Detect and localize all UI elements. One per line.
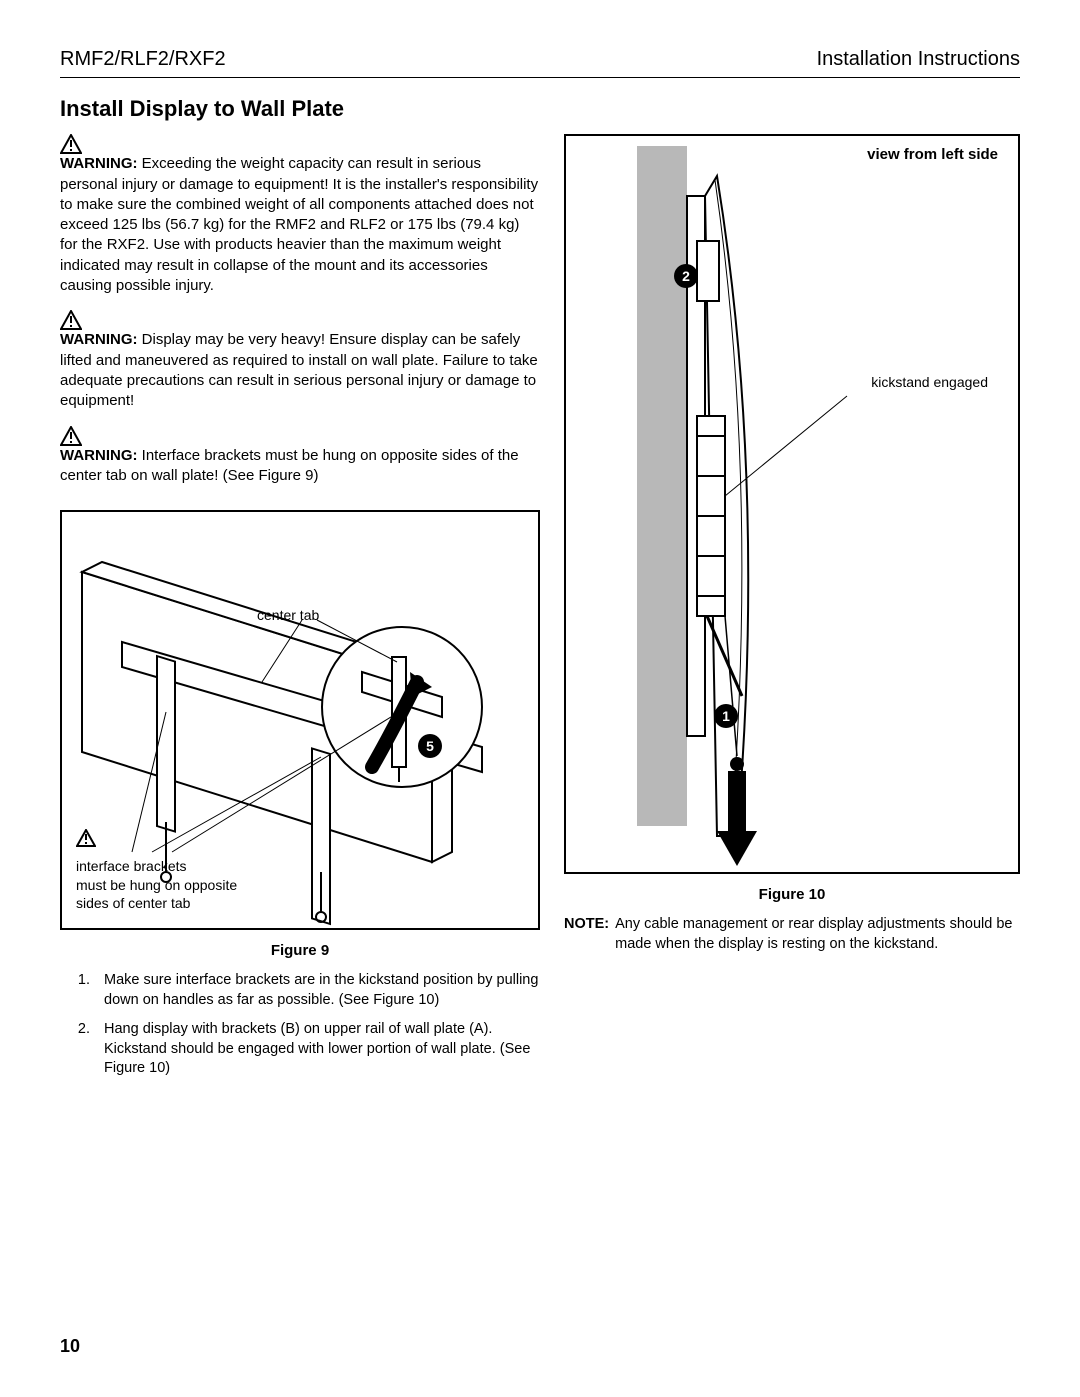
header-model: RMF2/RLF2/RXF2 [60, 48, 226, 71]
figure-9: center tab interface brackets must be hu… [60, 510, 540, 930]
kickstand-label: kickstand engaged [871, 374, 988, 390]
header-doc-type: Installation Instructions [817, 48, 1020, 71]
warning-icon-small [76, 829, 96, 852]
note-label: NOTE: [564, 915, 609, 954]
figure-9-caption: Figure 9 [60, 942, 540, 959]
install-steps: Make sure interface brackets are in the … [60, 971, 540, 1079]
view-from-left-label: view from left side [867, 146, 998, 163]
callout-5: 5 [418, 734, 442, 758]
figure-10-diagram [566, 136, 1018, 872]
callout-2: 2 [674, 264, 698, 288]
section-title: Install Display to Wall Plate [60, 96, 1020, 122]
warning-block-2: WARNING: Display may be very heavy! Ensu… [60, 310, 540, 411]
page-number: 10 [60, 1336, 80, 1357]
callout-1: 1 [714, 704, 738, 728]
center-tab-label: center tab [257, 607, 319, 623]
page-header: RMF2/RLF2/RXF2 Installation Instructions [60, 48, 1020, 78]
step-2: Hang display with brackets (B) on upper … [94, 1020, 540, 1079]
step-1: Make sure interface brackets are in the … [94, 971, 540, 1010]
warning-block-1: WARNING: Exceeding the weight capacity c… [60, 134, 540, 296]
warning-icon [60, 426, 82, 446]
figure-10: view from left side kickstand engaged [564, 134, 1020, 874]
warning-text: Exceeding the weight capacity can result… [60, 155, 538, 294]
warning-label: WARNING: [60, 331, 138, 348]
figure-10-caption: Figure 10 [564, 886, 1020, 903]
warning-label: WARNING: [60, 155, 138, 172]
warning-block-3: WARNING: Interface brackets must be hung… [60, 425, 540, 486]
left-column: WARNING: Exceeding the weight capacity c… [60, 134, 540, 1089]
interface-brackets-label: interface brackets must be hung on oppos… [76, 857, 237, 912]
right-column: view from left side kickstand engaged [564, 134, 1020, 1089]
warning-icon [60, 134, 82, 154]
note-text: Any cable management or rear display adj… [615, 915, 1020, 954]
warning-label: WARNING: [60, 447, 138, 464]
note-block: NOTE: Any cable management or rear displ… [564, 915, 1020, 954]
warning-icon [60, 310, 82, 330]
